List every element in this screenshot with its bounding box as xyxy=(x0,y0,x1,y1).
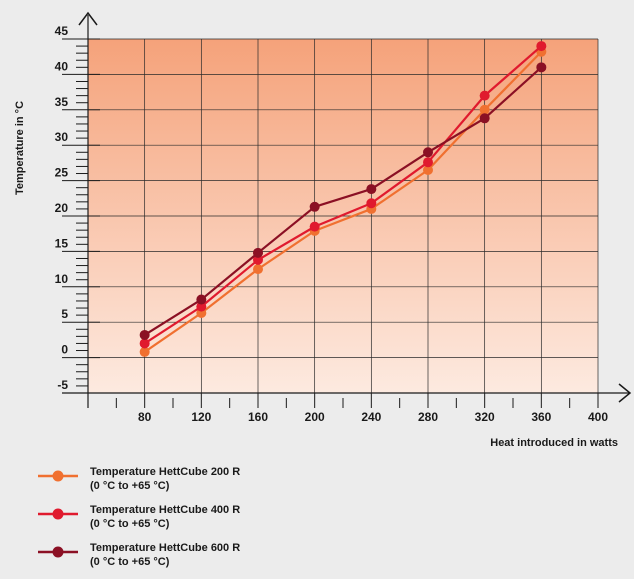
data-point xyxy=(423,147,433,158)
data-point xyxy=(479,113,490,124)
data-point xyxy=(423,157,433,168)
x-tick-label: 280 xyxy=(418,410,438,424)
legend-swatch-hettcube-600r xyxy=(38,546,78,558)
data-point xyxy=(196,301,207,312)
y-tick-label: 45 xyxy=(55,24,69,38)
ticks xyxy=(62,38,599,408)
y-tick-label: 10 xyxy=(55,272,69,286)
y-tick-label: 15 xyxy=(55,236,69,250)
data-point xyxy=(139,329,150,340)
series-group xyxy=(139,41,547,357)
y-axis-title: Temperature in °C xyxy=(14,101,26,195)
y-tick-label: 25 xyxy=(55,166,69,180)
legend-swatch-hettcube-200r xyxy=(38,470,78,482)
legend-text: Temperature HettCube 400 R (0 °C to +65 … xyxy=(90,503,240,531)
legend-label: Temperature HettCube 600 R xyxy=(90,542,241,554)
data-point xyxy=(366,198,377,209)
x-tick-label: 400 xyxy=(588,410,608,424)
legend-range: (0 °C to +65 °C) xyxy=(90,518,170,530)
data-point xyxy=(366,184,377,195)
legend-text: Temperature HettCube 200 R (0 °C to +65 … xyxy=(90,465,240,493)
y-tick-label: 5 xyxy=(61,307,68,321)
x-axis-title: Heat introduced in watts xyxy=(490,437,618,449)
line-chart: 45 40 35 30 25 20 15 10 5 0 -5 80 120 160 200 240 280 32… xyxy=(14,11,632,449)
legend-swatch-hettcube-400r xyxy=(38,508,78,520)
y-axis-arrow xyxy=(78,11,98,26)
y-tick-label: 35 xyxy=(55,95,69,109)
data-point xyxy=(536,41,547,52)
series-line xyxy=(144,50,543,353)
data-point xyxy=(196,294,207,305)
data-point xyxy=(253,247,263,258)
x-tick-label: 360 xyxy=(531,410,551,424)
y-tick-label: 30 xyxy=(55,130,69,144)
data-point xyxy=(479,104,490,115)
legend-label: Temperature HettCube 400 R xyxy=(90,504,241,516)
x-tick-label: 240 xyxy=(361,410,381,424)
data-point xyxy=(253,264,263,275)
y-tick-label: 20 xyxy=(55,201,69,215)
x-tick-label: 120 xyxy=(191,410,211,424)
data-point xyxy=(309,201,320,212)
x-tick-label: 160 xyxy=(248,410,268,424)
series-line xyxy=(144,45,543,345)
x-tick-label: 200 xyxy=(305,410,325,424)
data-point xyxy=(253,254,263,265)
series-line xyxy=(144,66,543,336)
y-tick-labels: 45 40 35 30 25 20 15 10 5 0 -5 xyxy=(55,24,69,392)
x-axis-arrow xyxy=(618,383,632,403)
data-point xyxy=(139,346,150,357)
y-tick-label: 0 xyxy=(61,343,68,357)
data-point xyxy=(139,338,150,349)
x-tick-labels: 80 120 160 200 240 280 320 360 400 xyxy=(138,410,608,424)
x-tick-label: 80 xyxy=(138,410,152,424)
legend-range: (0 °C to +65 °C) xyxy=(90,556,170,568)
axes xyxy=(62,11,632,408)
data-point xyxy=(479,90,490,101)
y-tick-label: -5 xyxy=(57,378,68,392)
data-point xyxy=(423,164,433,175)
series-3 xyxy=(139,62,547,340)
x-tick-label: 320 xyxy=(475,410,495,424)
data-point xyxy=(309,221,320,232)
series-2 xyxy=(139,41,547,349)
data-point xyxy=(536,62,547,73)
y-tick-label: 40 xyxy=(55,59,69,73)
legend-range: (0 °C to +65 °C) xyxy=(90,480,170,492)
legend-text: Temperature HettCube 600 R (0 °C to +65 … xyxy=(90,541,240,569)
legend-label: Temperature HettCube 200 R xyxy=(90,466,241,478)
